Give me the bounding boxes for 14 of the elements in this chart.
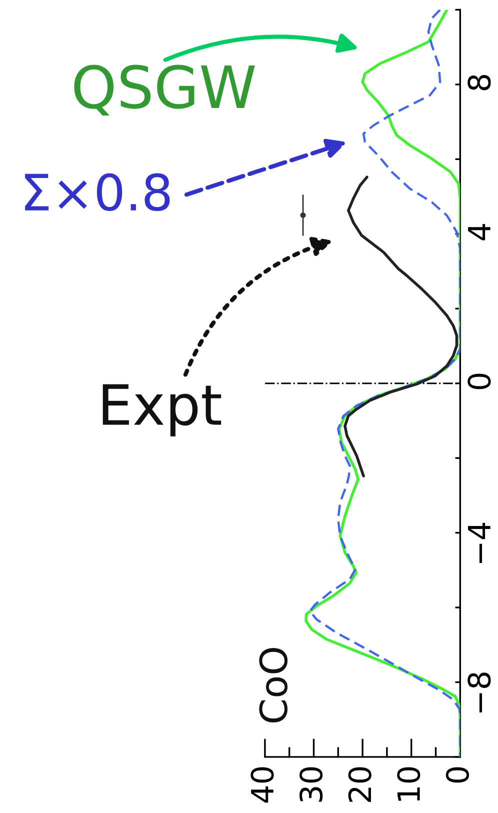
x-tick-label: 0	[446, 767, 470, 783]
text: Σ×0.8	[25, 173, 170, 212]
series-label: QSGW	[74, 64, 255, 116]
x-tick-label: 30	[299, 767, 323, 802]
y-tick-label: 0	[468, 374, 491, 390]
x-tick-label: 10	[397, 767, 420, 801]
y-tick-label: 4	[468, 224, 490, 240]
x-tick-label: 20	[348, 767, 372, 802]
y-tick-label: 8	[468, 74, 491, 90]
text: Expt	[102, 384, 222, 436]
annotation: CoO	[259, 648, 288, 722]
x-tick-label: 40	[250, 767, 274, 803]
y-tick-label: −4	[468, 522, 490, 563]
y-tick-label: −8	[468, 672, 491, 712]
